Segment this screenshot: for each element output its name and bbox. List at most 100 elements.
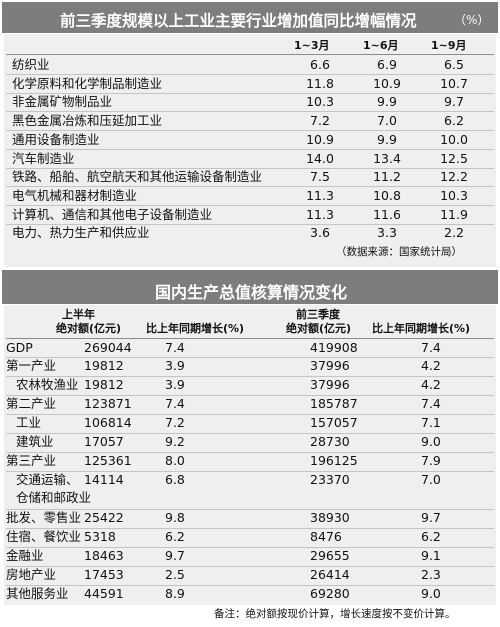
table2-row-label: 住宿、餐饮业 (6, 529, 82, 544)
table2-h2-amount: 绝对额(亿元) (286, 322, 352, 335)
table1-row-divider (6, 130, 494, 131)
table2-row-divider (6, 414, 494, 415)
table1-row-label: 非金属矿物制品业 (12, 94, 113, 109)
table2-row-h1-growth: 2.5 (165, 567, 185, 582)
table2-row-h2-growth: 7.1 (421, 415, 441, 430)
table2-row-h1-growth: 8.0 (165, 453, 185, 468)
table2-row-divider (6, 566, 494, 567)
table1-row-h1: 10.8 (373, 188, 401, 203)
table1-col-q3: 1~9月 (431, 39, 467, 52)
table1-row-q1: 7.2 (310, 113, 330, 128)
table2-row-h2-growth: 7.9 (421, 453, 441, 468)
table2-row-h2-amount: 157057 (310, 415, 358, 430)
table2-row-h2-amount: 26414 (310, 567, 350, 582)
table2-row-h2-amount: 23370 (310, 472, 350, 487)
table1-row-h1: 7.0 (377, 113, 397, 128)
table2-row-h2-amount: 69280 (310, 586, 350, 601)
table1-row-h1: 10.9 (373, 76, 401, 91)
table1-row-label: 汽车制造业 (12, 151, 75, 166)
table2-row-h2-amount: 29655 (310, 548, 350, 563)
table2-h1-amount: 绝对额(亿元) (56, 322, 122, 335)
table1-row-divider (6, 186, 494, 187)
table2-row-h2-amount: 8476 (310, 529, 342, 544)
table1-col-h1: 1~6月 (363, 39, 399, 52)
table2-row-label: 金融业 (6, 548, 44, 563)
table2-row-divider (6, 471, 494, 472)
table2-header: 国内生产总值核算情况变化 (2, 270, 498, 304)
table2-row-h2-growth: 7.0 (421, 472, 441, 487)
table1-unit: （%） (454, 13, 490, 27)
table1-row-label: 电气机械和器材制造业 (12, 188, 138, 203)
table1-row-label: 纺织业 (12, 57, 50, 72)
table2-row-divider (6, 376, 494, 377)
table1-row-q3: 10.7 (440, 76, 468, 91)
table1-row-q3: 9.7 (444, 94, 464, 109)
table1-row-label: 计算机、通信和其他电子设备制造业 (12, 207, 213, 222)
table2-row-label: 建筑业 (16, 434, 54, 449)
table2-row-label: 批发、零售业 (6, 510, 82, 525)
table2-row-h1-growth: 3.9 (165, 358, 185, 373)
table2-row-h2-growth: 2.3 (421, 567, 441, 582)
table1-row-divider (6, 224, 494, 225)
table2-row-h2-growth: 7.4 (421, 396, 441, 411)
table2-h2-period: 前三季度 (296, 308, 340, 321)
table2-row-h2-amount: 37996 (310, 377, 350, 392)
table2-row-h2-growth: 9.0 (421, 586, 441, 601)
table1-source: （数据来源：国家统计局） (336, 246, 462, 258)
table2-body (4, 305, 496, 605)
table2-header-rule (6, 338, 494, 339)
table1-row-q1: 14.0 (306, 151, 334, 166)
table2-h2-growth: 比上年同期增长(%) (372, 322, 471, 335)
table2-row-label: 工业 (16, 415, 42, 430)
table2-row-divider (6, 547, 494, 548)
table2-row-h1-growth: 7.4 (165, 340, 185, 355)
table2-row-h1-amount: 5318 (84, 529, 116, 544)
table1-row-h1: 13.4 (373, 151, 401, 166)
table2-row-label: 第三产业 (6, 453, 57, 468)
table1-header: 前三季度规模以上工业主要行业增加值同比增幅情况 （%） (2, 2, 498, 33)
table2-row-h2-amount: 196125 (310, 453, 358, 468)
table2-row-h2-amount: 37996 (310, 358, 350, 373)
table1-row-divider (6, 111, 494, 112)
table2-row-label: 交通运输、 (16, 472, 79, 487)
table1-row-q1: 11.3 (306, 207, 334, 222)
table2-row-h2-amount: 38930 (310, 510, 350, 525)
table1-row-h1: 11.2 (373, 169, 401, 184)
table1-row-q3: 2.2 (444, 225, 464, 240)
table2-row-divider (6, 452, 494, 453)
table1-row-divider (6, 74, 494, 75)
table1-header-rule (6, 54, 494, 55)
table2-row-h2-growth: 4.2 (421, 358, 441, 373)
table2-row-label: GDP (6, 340, 33, 355)
table2-row-h2-growth: 4.2 (421, 377, 441, 392)
table2-row-label-cont: 仓储和邮政业 (16, 490, 92, 505)
table1-row-h1: 6.9 (377, 57, 397, 72)
table1-row-q3: 6.2 (444, 113, 464, 128)
table1-body (4, 34, 496, 267)
table1-row-q1: 11.3 (306, 188, 334, 203)
table2-row-h1-growth: 6.2 (165, 529, 185, 544)
table2-row-h1-amount: 19812 (84, 377, 124, 392)
table2-row-h1-growth: 7.2 (165, 415, 185, 430)
table1-row-q3: 10.0 (440, 132, 468, 147)
table2-row-divider (6, 585, 494, 586)
table1-row-h1: 9.9 (377, 94, 397, 109)
table1-row-q3: 12.2 (440, 169, 468, 184)
table1-row-q1: 6.6 (310, 57, 330, 72)
table2-row-h2-amount: 28730 (310, 434, 350, 449)
table2-row-divider (6, 357, 494, 358)
table2-row-divider (6, 433, 494, 434)
table2-row-h1-growth: 9.7 (165, 548, 185, 563)
table1-row-h1: 11.6 (373, 207, 401, 222)
table2-row-h1-amount: 14114 (84, 472, 124, 487)
table2-row-label: 房地产业 (6, 567, 57, 582)
table2-row-h1-amount: 19812 (84, 358, 124, 373)
table2-row-h2-amount: 185787 (310, 396, 358, 411)
table2-h1-growth: 比上年同期增长(%) (146, 322, 245, 335)
table1-row-q1: 7.5 (310, 169, 330, 184)
table1-row-h1: 3.3 (377, 225, 397, 240)
table2-row-h2-growth: 6.2 (421, 529, 441, 544)
table1-row-divider (6, 149, 494, 150)
table1-row-label: 黑色金属冶炼和压延加工业 (12, 113, 163, 128)
table2-row-divider (6, 509, 494, 510)
